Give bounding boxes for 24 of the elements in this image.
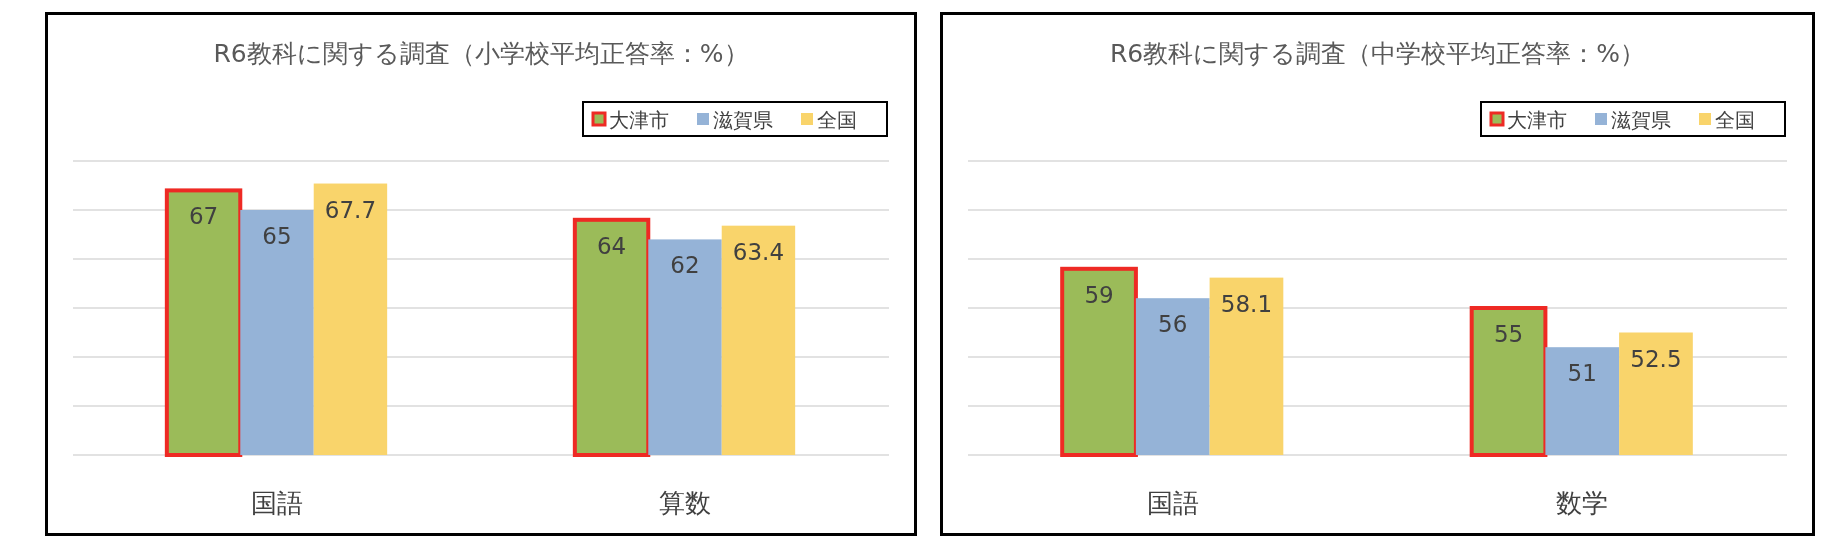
- legend-label: 大津市: [609, 108, 669, 132]
- data-label: 64: [596, 232, 627, 259]
- data-label: 55: [1493, 321, 1524, 347]
- data-label: 59: [1084, 281, 1114, 308]
- x-tick-label: 国語: [1146, 488, 1199, 518]
- data-label: 62: [670, 252, 700, 279]
- data-label: 67: [188, 203, 219, 230]
- data-label: 56: [1158, 311, 1188, 338]
- legend-label: 滋賀県: [713, 108, 773, 132]
- legend-label: 全国: [817, 108, 857, 132]
- chart-title: R6教科に関する調査（中学校平均正答率：%）: [1109, 39, 1646, 68]
- x-tick-label: 算数: [659, 488, 711, 518]
- x-tick-label: 数学: [1556, 488, 1609, 518]
- data-label: 63.4: [732, 238, 785, 265]
- legend-label: 大津市: [1507, 108, 1567, 132]
- data-label: 65: [262, 223, 292, 249]
- data-label: 58.1: [1220, 290, 1273, 317]
- legend-label: 滋賀県: [1611, 108, 1671, 132]
- x-tick-label: 国語: [251, 488, 303, 518]
- data-label: 51: [1567, 360, 1597, 387]
- legend-label: 全国: [1715, 108, 1755, 132]
- data-label: 52.5: [1630, 345, 1682, 372]
- chart-title: R6教科に関する調査（小学校平均正答率：%）: [213, 39, 749, 68]
- data-label: 67.7: [324, 196, 377, 223]
